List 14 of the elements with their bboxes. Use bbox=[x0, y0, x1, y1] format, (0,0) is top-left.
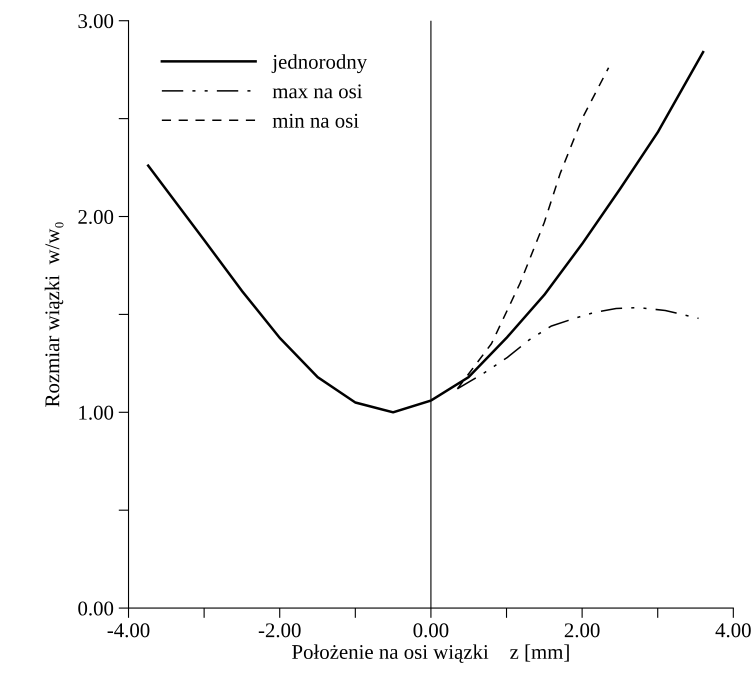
y-tick-label: 3.00 bbox=[78, 14, 114, 28]
legend-label: min na osi bbox=[272, 114, 359, 128]
y-tick-label: 1.00 bbox=[79, 406, 114, 420]
legend-label: jednorodny bbox=[272, 54, 368, 74]
y-tick-label: 2.00 bbox=[78, 210, 114, 224]
x-tick-label: -4.00 bbox=[108, 623, 150, 638]
x-tick-label: 4.00 bbox=[716, 623, 751, 638]
y-axis-title: Rozmiar wiązki w/w₀ bbox=[44, 222, 64, 407]
y-tick-label: 0.00 bbox=[78, 601, 114, 616]
x-tick-label: -2.00 bbox=[258, 623, 301, 638]
x-tick-label: 2.00 bbox=[564, 623, 600, 638]
legend-label: max na osi bbox=[272, 84, 362, 98]
x-tick-label: 0.00 bbox=[413, 623, 448, 638]
x-axis-title: Położenie na osi wiązki z [mm] bbox=[292, 644, 569, 663]
